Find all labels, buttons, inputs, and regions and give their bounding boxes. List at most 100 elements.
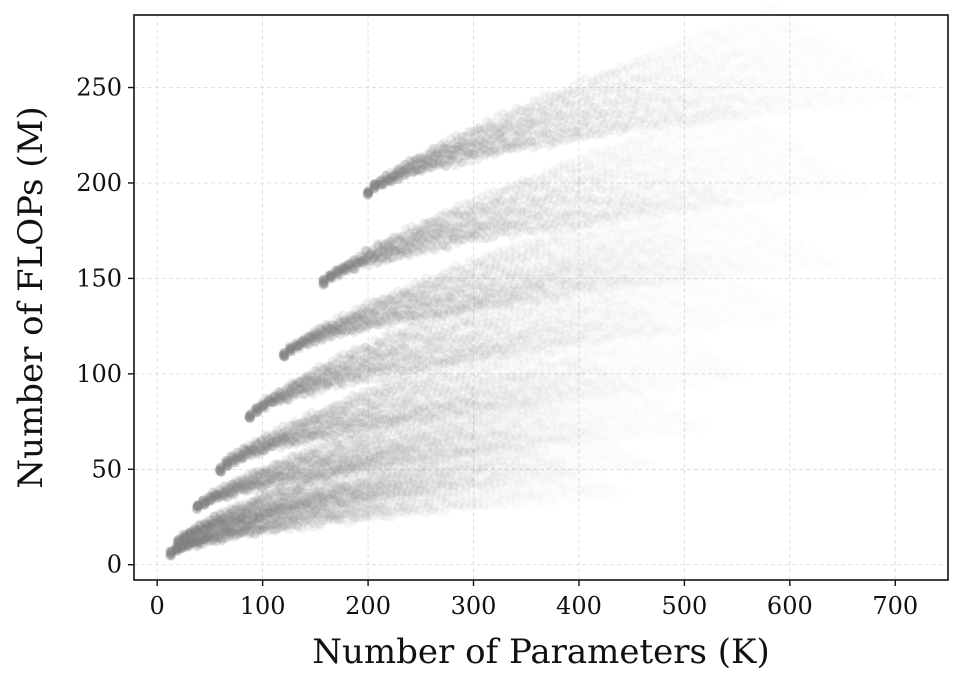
scatter-point xyxy=(284,510,295,521)
scatter-point xyxy=(202,531,213,542)
scatter-point xyxy=(454,492,464,502)
scatter-point xyxy=(362,498,372,509)
scatter-point xyxy=(332,485,343,496)
scatter-point xyxy=(166,550,177,561)
scatter-point xyxy=(394,502,404,513)
scatter-point xyxy=(183,541,193,552)
scatter-point xyxy=(314,510,324,521)
scatter-point xyxy=(425,492,436,502)
scatter-point xyxy=(403,490,414,501)
scatter-point xyxy=(253,513,264,524)
scatter-point xyxy=(393,369,404,379)
scatter-point xyxy=(411,499,422,509)
scatter-point xyxy=(322,507,333,518)
scatter-point xyxy=(429,413,439,424)
scatter-point xyxy=(192,537,203,547)
scatter-point xyxy=(265,508,276,519)
scatter-point xyxy=(268,441,278,452)
scatter-point xyxy=(302,499,312,510)
scatter-point xyxy=(419,498,429,509)
scatter-point xyxy=(383,461,394,471)
scatter-point xyxy=(538,439,548,450)
scatter-point xyxy=(336,496,347,507)
scatter-point xyxy=(248,512,259,523)
scatter-point xyxy=(307,509,317,520)
scatter-point xyxy=(442,489,452,500)
scatter-point xyxy=(612,387,622,397)
scatter-point xyxy=(243,521,253,532)
scatter-point xyxy=(265,514,276,525)
scatter-point xyxy=(165,546,175,556)
scatter-point xyxy=(346,486,357,496)
scatter-point xyxy=(226,519,237,529)
scatter-point xyxy=(236,519,247,529)
scatter-point xyxy=(214,526,225,536)
scatter-point xyxy=(327,505,338,515)
scatter-point xyxy=(375,482,386,492)
scatter-point xyxy=(355,478,366,488)
scatter-point xyxy=(301,498,312,509)
scatter-point xyxy=(377,498,388,508)
scatter-point xyxy=(226,524,236,535)
scatter-point xyxy=(227,521,238,531)
scatter-point xyxy=(204,531,215,541)
scatter-point xyxy=(339,496,349,507)
scatter-point xyxy=(325,511,336,522)
scatter-point xyxy=(241,513,251,523)
scatter-point xyxy=(223,523,233,534)
scatter-point xyxy=(183,541,194,552)
scatter-point xyxy=(171,545,181,555)
scatter-point xyxy=(190,536,200,546)
scatter-point xyxy=(284,513,295,523)
scatter-point xyxy=(398,483,409,494)
scatter-point xyxy=(291,439,302,450)
scatter-point xyxy=(208,530,219,541)
scatter-point xyxy=(316,491,326,502)
scatter-point xyxy=(265,478,276,488)
scatter-point xyxy=(357,508,368,518)
scatter-point xyxy=(326,503,337,513)
scatter-point xyxy=(338,504,349,515)
scatter-point xyxy=(724,366,734,376)
scatter-point xyxy=(381,486,392,497)
scatter-point xyxy=(381,482,392,492)
scatter-point xyxy=(342,499,352,509)
scatter-point xyxy=(228,527,238,537)
scatter-point xyxy=(376,474,387,485)
scatter-point xyxy=(397,488,407,499)
scatter-point xyxy=(181,540,192,550)
scatter-point xyxy=(397,469,407,480)
scatter-point xyxy=(242,519,253,529)
scatter-point xyxy=(604,433,614,443)
scatter-point xyxy=(197,534,208,545)
scatter-point xyxy=(199,534,210,545)
scatter-point xyxy=(252,526,262,537)
scatter-point xyxy=(321,491,332,501)
scatter-point xyxy=(337,508,348,519)
scatter-point xyxy=(322,508,332,519)
scatter-point xyxy=(371,373,381,384)
scatter-point xyxy=(332,510,342,520)
scatter-point xyxy=(323,380,333,391)
scatter-point xyxy=(430,496,440,506)
scatter-point xyxy=(259,513,270,524)
scatter-point xyxy=(360,491,371,501)
scatter-point xyxy=(253,524,264,534)
scatter-point xyxy=(288,515,298,526)
scatter-point xyxy=(365,488,376,498)
scatter-point xyxy=(386,478,397,489)
scatter-point xyxy=(171,542,181,552)
scatter-point xyxy=(317,508,327,519)
scatter-point xyxy=(306,495,316,506)
scatter-point xyxy=(336,485,347,496)
scatter-point xyxy=(311,492,322,503)
scatter-point xyxy=(378,497,389,508)
scatter-point xyxy=(258,506,269,517)
scatter-point xyxy=(361,503,372,514)
scatter-point xyxy=(195,539,206,550)
scatter-point xyxy=(231,529,241,540)
scatter-point xyxy=(165,550,175,560)
scatter-point xyxy=(340,508,351,519)
scatter-point xyxy=(336,498,347,508)
scatter-point xyxy=(189,537,200,547)
